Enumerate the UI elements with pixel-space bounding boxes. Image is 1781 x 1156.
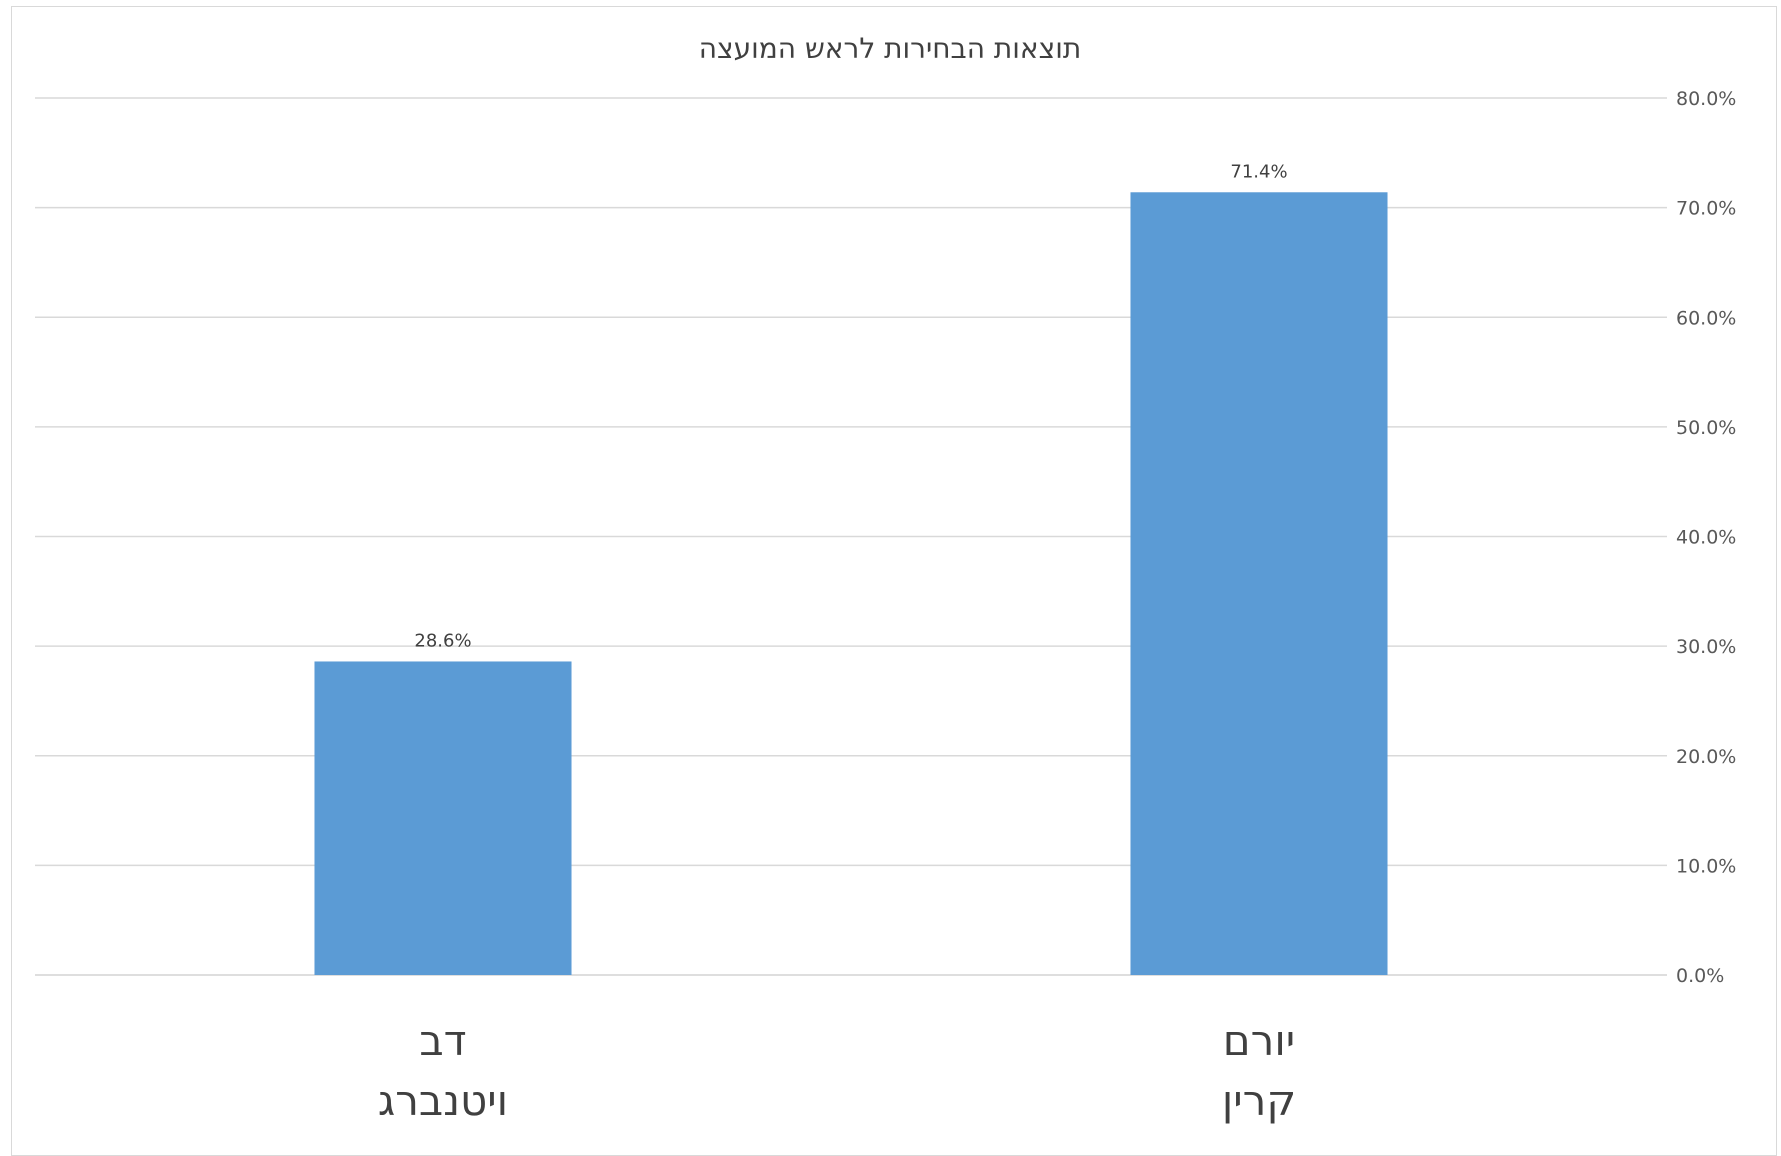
- data-label: 28.6%: [414, 630, 471, 651]
- y-tick-label: 40.0%: [1676, 527, 1736, 549]
- y-axis-tick-labels: 0.0% 10.0% 20.0% 30.0% 40.0% 50.0% 60.0% 70.0% 8…: [1676, 88, 1736, 987]
- bar: [1130, 192, 1388, 976]
- data-labels: 28.6% 71.4%: [414, 161, 1287, 651]
- chart-title: תוצאות הבחירות לראש המועצה: [699, 32, 1082, 65]
- y-tick-label: 0.0%: [1676, 965, 1724, 987]
- x-axis-category-labels: דב ויטנברג יורם קרין: [378, 1016, 1296, 1125]
- y-tick-label: 20.0%: [1676, 746, 1736, 768]
- y-tick-label: 30.0%: [1676, 636, 1736, 658]
- x-category-label: יורם: [1223, 1016, 1295, 1065]
- x-category-label: קרין: [1222, 1076, 1296, 1125]
- y-tick-label: 80.0%: [1676, 88, 1736, 110]
- y-tick-label: 50.0%: [1676, 417, 1736, 439]
- bars: [314, 192, 1388, 976]
- y-tick-label: 70.0%: [1676, 198, 1736, 220]
- y-tick-label: 60.0%: [1676, 307, 1736, 329]
- bar: [314, 661, 572, 975]
- y-tick-label: 10.0%: [1676, 855, 1736, 877]
- data-label: 71.4%: [1230, 161, 1287, 182]
- chart-frame: [11, 6, 1777, 1156]
- gridlines: [35, 97, 1667, 976]
- x-category-label: ויטנברג: [378, 1076, 508, 1125]
- x-category-label: דב: [419, 1016, 466, 1065]
